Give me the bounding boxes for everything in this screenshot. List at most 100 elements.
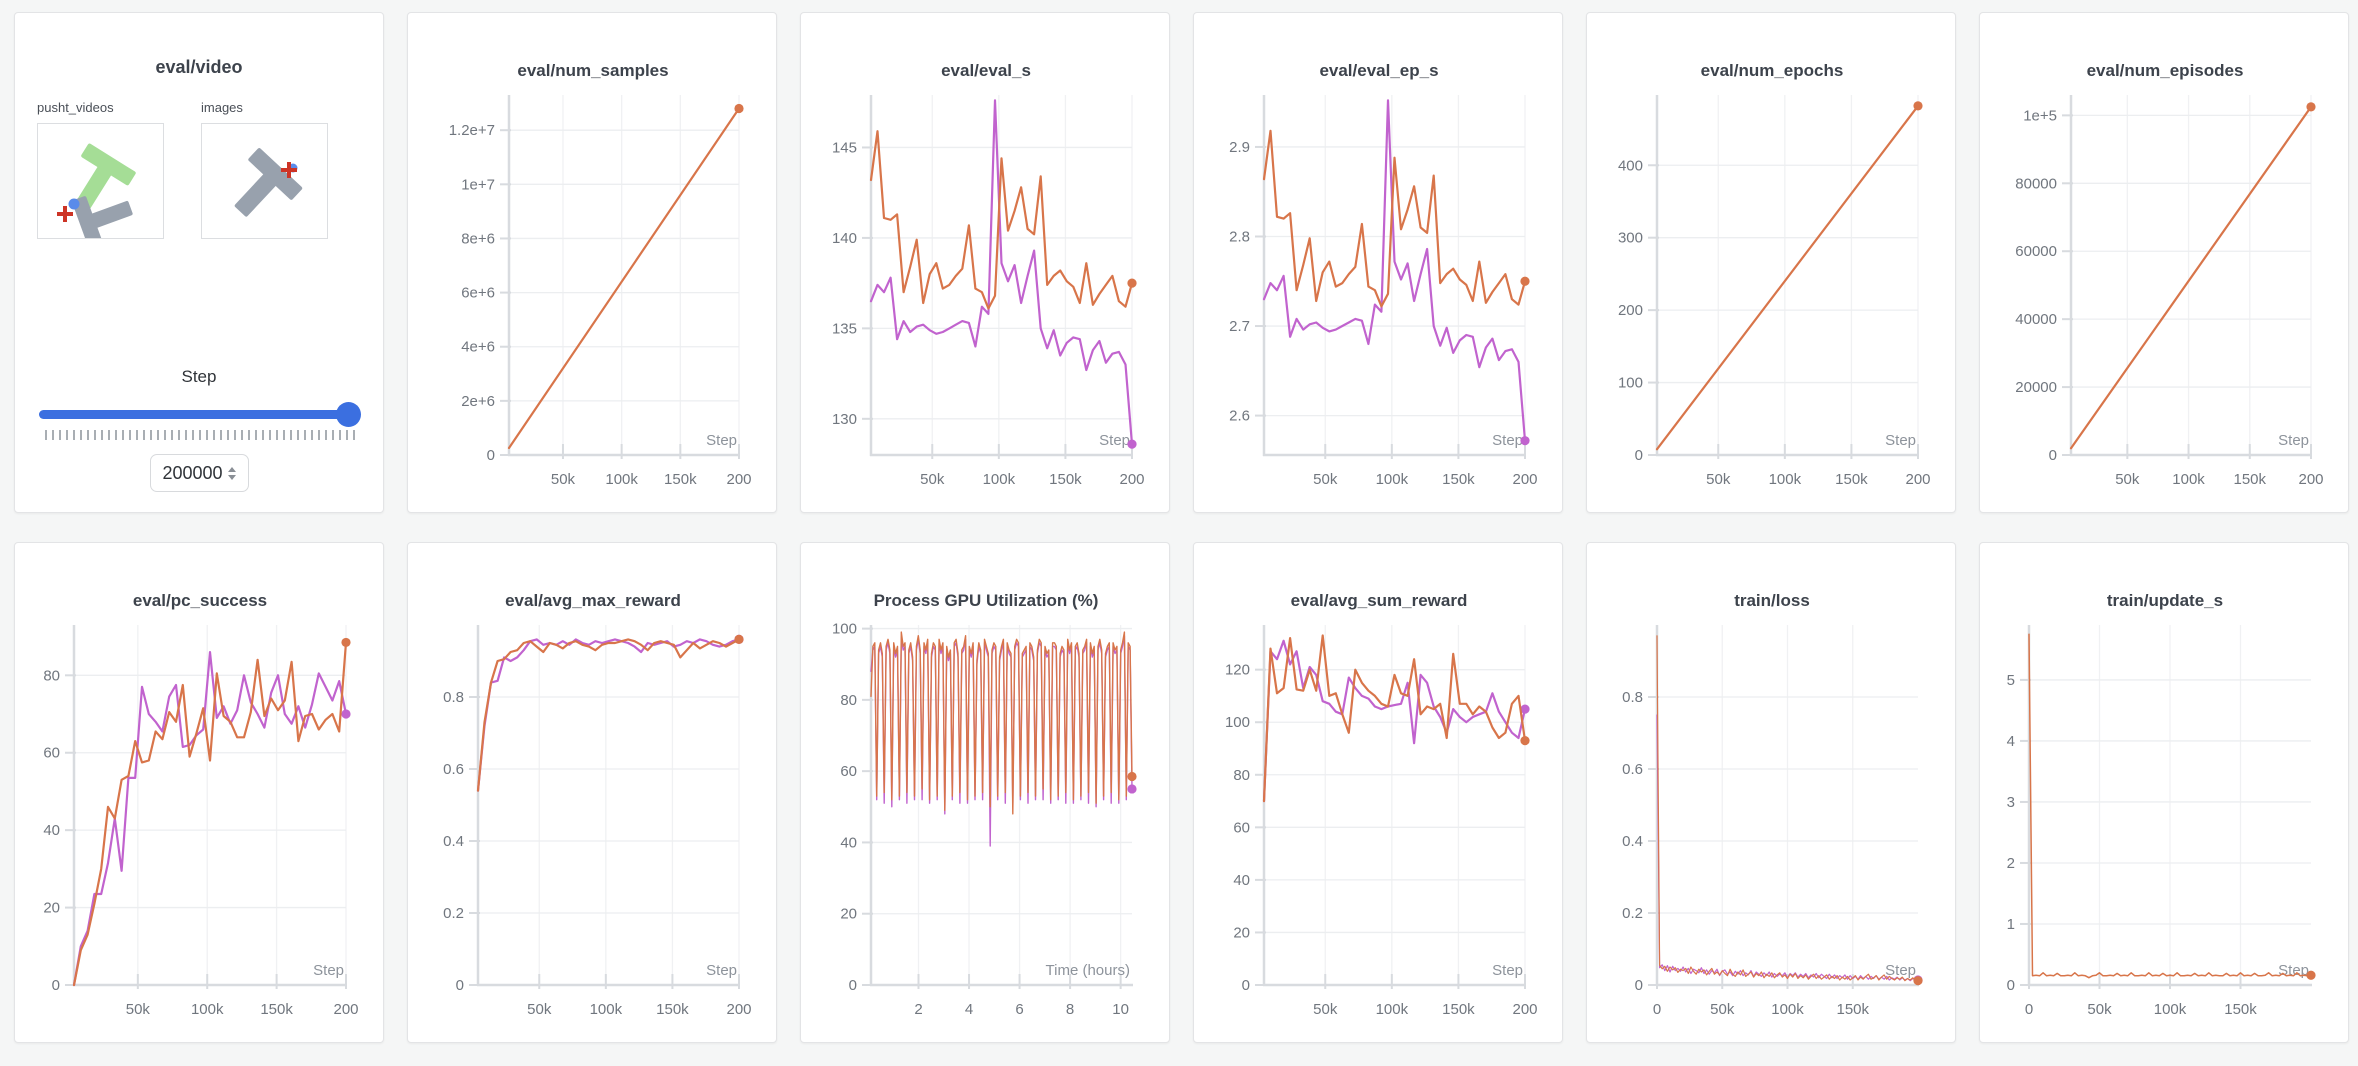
y-tick-label: 2 [2007, 855, 2015, 872]
y-tick-label: 20000 [2015, 379, 2057, 396]
x-tick-label: 150k [1836, 1001, 1869, 1018]
media-label: pusht_videos [37, 100, 114, 115]
y-tick-label: 0 [1242, 977, 1250, 994]
chart-canvas[interactable]: eval/eval_s 50k 100k 150k 200 130 135 140 145 Ste… [801, 13, 1170, 512]
x-axis-name: Time (hours) [1046, 962, 1130, 979]
y-tick-label: 0 [849, 977, 857, 994]
pusht-videos-thumbnail[interactable] [37, 123, 164, 239]
stepper-arrows-icon[interactable] [227, 466, 236, 480]
series-end-dot-run-purple [1127, 784, 1137, 794]
chart-canvas[interactable]: eval/num_episodes 50k 100k 150k 200 0 20000 400… [1980, 13, 2349, 512]
series-line-run-orange [1656, 635, 1919, 982]
y-tick-label: 4 [2007, 733, 2015, 750]
y-tick-label: 0.2 [1622, 905, 1643, 922]
target-cross [57, 206, 73, 222]
x-tick-label: 150k [1442, 471, 1475, 488]
x-tick-label: 100k [1771, 1001, 1804, 1018]
chart-canvas[interactable]: train/loss 0 50k 100k 150k 0 0.2 0.4 0.6 0.8 Step [1587, 543, 1956, 1042]
x-tick-label: 100k [983, 471, 1016, 488]
chart-canvas[interactable]: eval/pc_success 50k 100k 150k 200 0 20 40 60 80 St… [15, 543, 384, 1042]
chart-canvas[interactable]: eval/num_epochs 50k 100k 150k 200 0 100 200 300 4… [1587, 13, 1956, 512]
panel-eval-num-episodes: eval/num_episodes 50k 100k 150k 200 0 20000 400… [1979, 12, 2349, 513]
series-end-dot-run-purple [341, 709, 351, 719]
x-tick-label: 100k [605, 471, 638, 488]
x-tick-label: 50k [1710, 1001, 1735, 1018]
y-tick-label: 80 [43, 667, 60, 684]
step-value: 200000 [162, 462, 223, 483]
x-tick-label: 200 [2298, 471, 2323, 488]
y-tick-label: 0 [52, 977, 60, 994]
chart-canvas[interactable]: eval/num_samples 50k 100k 150k 200 0 2e+6 4e+6 6… [408, 13, 777, 512]
slider-track[interactable] [39, 410, 359, 419]
chart-title: eval/eval_ep_s [1319, 61, 1438, 80]
series-end-dot-run-purple [1127, 439, 1137, 449]
x-tick-label: 200 [333, 1001, 358, 1018]
series-line-run-purple [72, 650, 348, 987]
y-tick-label: 20 [43, 900, 60, 917]
series-line-run-purple [1262, 99, 1527, 442]
step-slider[interactable] [39, 401, 361, 427]
y-tick-label: 0 [1635, 977, 1643, 994]
chart-title: eval/avg_sum_reward [1291, 591, 1468, 610]
chart-canvas[interactable]: eval/avg_max_reward 50k 100k 150k 200 0 0.2 0.4… [408, 543, 777, 1042]
y-tick-label: 0 [456, 977, 464, 994]
slider-thumb[interactable] [336, 402, 361, 427]
x-tick-label: 200 [1512, 471, 1537, 488]
x-tick-label: 150k [656, 1001, 689, 1018]
series-line-run-purple [870, 634, 1133, 847]
y-tick-label: 40 [43, 822, 60, 839]
panel-process-gpu-utilization: Process GPU Utilization (%) 2 4 6 8 10 0 20 40 60… [800, 542, 1170, 1043]
images-thumbnail[interactable] [201, 123, 328, 239]
pusht-scene-drawing [57, 143, 136, 238]
x-tick-label: 200 [1119, 471, 1144, 488]
chart-title: Process GPU Utilization (%) [874, 591, 1099, 610]
panel-eval-eval-s: eval/eval_s 50k 100k 150k 200 130 135 140 145 Ste… [800, 12, 1170, 513]
chart-title: eval/pc_success [133, 591, 267, 610]
panel-title: eval/video [155, 57, 243, 77]
x-axis-name: Step [706, 432, 737, 449]
y-tick-label: 1e+7 [461, 176, 495, 193]
x-tick-label: 100k [1769, 471, 1802, 488]
y-tick-label: 2e+6 [461, 393, 495, 410]
y-tick-label: 120 [1225, 662, 1250, 679]
x-tick-label: 150k [664, 471, 697, 488]
x-tick-label: 100k [1376, 1001, 1409, 1018]
x-tick-label: 2 [914, 1001, 922, 1018]
x-tick-label: 100k [2172, 471, 2205, 488]
y-tick-label: 60000 [2015, 243, 2057, 260]
series-end-dot-run-orange [2306, 102, 2316, 112]
series-line-run-purple [476, 638, 741, 792]
chart-canvas[interactable]: eval/avg_sum_reward 50k 100k 150k 200 0 20 40 60… [1194, 543, 1563, 1042]
x-tick-label: 200 [726, 471, 751, 488]
chart-canvas[interactable]: Process GPU Utilization (%)2 4 6 8 100204060… [801, 543, 1170, 1042]
y-tick-label: 0.2 [443, 905, 464, 922]
chart-title: eval/avg_max_reward [505, 591, 681, 610]
y-tick-label: 300 [1618, 230, 1643, 247]
x-tick-label: 0 [1653, 1001, 1661, 1018]
y-tick-label: 100 [1618, 375, 1643, 392]
media-label: images [201, 100, 243, 115]
panel-eval-num-samples: eval/num_samples 50k 100k 150k 200 0 2e+6 4e+6 6… [407, 12, 777, 513]
target-cross [281, 162, 297, 178]
y-tick-label: 0.4 [1622, 833, 1643, 850]
y-tick-label: 0.4 [443, 833, 464, 850]
y-tick-label: 0.6 [443, 761, 464, 778]
series-line-run-orange [2069, 105, 2313, 450]
y-tick-label: 60 [840, 763, 857, 780]
x-tick-label: 150k [2224, 1001, 2257, 1018]
step-slider-label: Step [181, 367, 217, 386]
y-tick-label: 400 [1618, 157, 1643, 174]
series-line-run-orange [1262, 634, 1527, 803]
step-value-input[interactable]: 200000 [149, 454, 249, 492]
chart-canvas[interactable]: eval/eval_ep_s 50k 100k 150k 200 2.6 2.7 2.8 2.9… [1194, 13, 1563, 512]
y-tick-label: 40 [1233, 872, 1250, 889]
y-tick-label: 2.7 [1229, 318, 1250, 335]
x-axis-name: Step [1492, 962, 1523, 979]
x-tick-label: 50k [527, 1001, 552, 1018]
x-tick-label: 150k [1835, 471, 1868, 488]
series-end-dot-run-orange [1520, 276, 1530, 286]
y-tick-label: 0 [1635, 447, 1643, 464]
x-tick-label: 50k [2115, 471, 2140, 488]
y-tick-label: 145 [832, 139, 857, 156]
